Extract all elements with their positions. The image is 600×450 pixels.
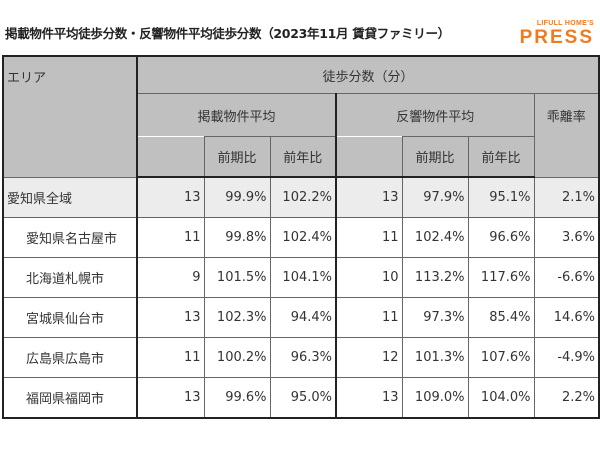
logo-main-text: PRESS [519,27,594,48]
header-area: エリア [2,55,138,178]
listed-prev-year-cell: 95.0% [269,377,337,419]
header-response-prev-year: 前年比 [467,136,535,178]
listed-minutes-cell: 13 [136,297,205,338]
table-row: 北海道札幌市 9 101.5% 104.1% 10 113.2% 117.6% -6.6% [2,257,600,298]
listed-minutes-cell: 9 [136,257,205,298]
header-response-minutes [335,136,403,178]
listed-minutes-cell: 13 [136,176,205,218]
listed-minutes-cell: 11 [136,217,205,258]
divergence-cell: 3.6% [533,217,600,258]
listed-prev-year-cell: 94.4% [269,297,337,338]
response-prev-period-cell: 113.2% [401,257,469,298]
response-prev-year-cell: 96.6% [467,217,535,258]
divergence-cell: 2.1% [533,176,600,218]
walking-minutes-table: エリア 徒歩分数（分） 掲載物件平均 反響物件平均 乖離率 前期比 前年比 前期… [2,55,600,419]
lifull-homes-press-logo: LIFULL HOME'S PRESS [520,20,594,47]
table-row: 愛知県全域 13 99.9% 102.2% 13 97.9% 95.1% 2.1% [2,176,600,218]
response-prev-year-cell: 95.1% [467,176,535,218]
divergence-cell: 2.2% [533,377,600,419]
header-listed-average: 掲載物件平均 [136,93,337,137]
header-response-average: 反響物件平均 [335,93,535,137]
listed-prev-period-cell: 99.6% [203,377,271,419]
area-cell: 福岡県福岡市 [2,377,138,419]
listed-prev-year-cell: 102.4% [269,217,337,258]
response-prev-year-cell: 107.6% [467,337,535,378]
response-minutes-cell: 11 [335,297,403,338]
area-cell: 愛知県名古屋市 [2,217,138,258]
response-minutes-cell: 12 [335,337,403,378]
table-row: 宮城県仙台市 13 102.3% 94.4% 11 97.3% 85.4% 14.6% [2,297,600,338]
table-row: 広島県広島市 11 100.2% 96.3% 12 101.3% 107.6% -4.9% [2,337,600,378]
response-minutes-cell: 13 [335,176,403,218]
table-row: 愛知県名古屋市 11 99.8% 102.4% 11 102.4% 96.6% 3.6% [2,217,600,258]
response-prev-period-cell: 109.0% [401,377,469,419]
response-minutes-cell: 10 [335,257,403,298]
listed-minutes-cell: 13 [136,377,205,419]
response-prev-year-cell: 104.0% [467,377,535,419]
divergence-cell: -4.9% [533,337,600,378]
response-minutes-cell: 13 [335,377,403,419]
area-cell: 宮城県仙台市 [2,297,138,338]
listed-prev-period-cell: 99.8% [203,217,271,258]
header-listed-minutes [136,136,205,178]
listed-prev-year-cell: 104.1% [269,257,337,298]
response-prev-period-cell: 101.3% [401,337,469,378]
listed-prev-period-cell: 100.2% [203,337,271,378]
listed-prev-period-cell: 102.3% [203,297,271,338]
area-cell: 北海道札幌市 [2,257,138,298]
header-listed-prev-period: 前期比 [203,136,271,178]
response-prev-year-cell: 85.4% [467,297,535,338]
listed-minutes-cell: 11 [136,337,205,378]
logo-top-text: LIFULL HOME'S [536,20,594,27]
response-prev-period-cell: 97.3% [401,297,469,338]
listed-prev-period-cell: 101.5% [203,257,271,298]
response-minutes-cell: 11 [335,217,403,258]
header-listed-prev-year: 前年比 [269,136,337,178]
response-prev-period-cell: 102.4% [401,217,469,258]
page-title: 掲載物件平均徒歩分数・反響物件平均徒歩分数（2023年11月 賃貸ファミリー） [5,26,450,41]
listed-prev-period-cell: 99.9% [203,176,271,218]
header-response-prev-period: 前期比 [401,136,469,178]
area-cell: 広島県広島市 [2,337,138,378]
divergence-cell: 14.6% [533,297,600,338]
header-walking-minutes: 徒歩分数（分） [136,55,600,94]
table-row: 福岡県福岡市 13 99.6% 95.0% 13 109.0% 104.0% 2.2% [2,377,600,419]
response-prev-year-cell: 117.6% [467,257,535,298]
area-cell: 愛知県全域 [2,176,138,218]
listed-prev-year-cell: 102.2% [269,176,337,218]
listed-prev-year-cell: 96.3% [269,337,337,378]
divergence-cell: -6.6% [533,257,600,298]
header-divergence: 乖離率 [533,93,600,178]
response-prev-period-cell: 97.9% [401,176,469,218]
